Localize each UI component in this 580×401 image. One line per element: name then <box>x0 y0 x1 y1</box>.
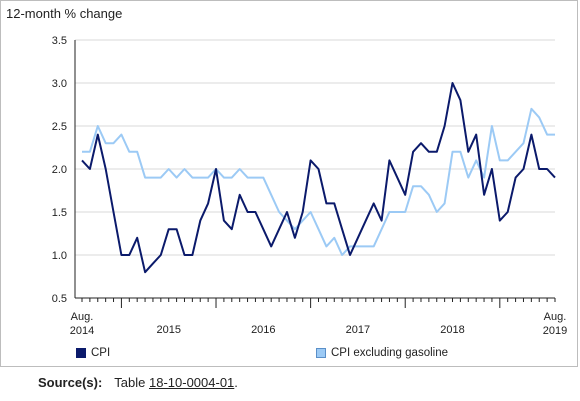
source-note: Source(s): Table 18-10-0004-01. <box>38 375 238 390</box>
source-label: Source(s): <box>38 375 103 390</box>
x-tick-label: 2018 <box>440 324 464 336</box>
legend-item-cpi: CPI <box>76 347 110 359</box>
series-line-cpi <box>81 82 556 274</box>
legend-swatch-cpi-excl-gasoline <box>316 348 326 358</box>
y-tick-label: 2.0 <box>52 164 67 176</box>
source-suffix: . <box>234 375 238 390</box>
x-tick-label: 2015 <box>156 324 180 336</box>
x-tick-label: 2016 <box>251 324 275 336</box>
y-tick-label: 2.5 <box>52 121 67 133</box>
line-chart: 0.5 1.0 1.5 2.0 2.5 3.0 3.5 Aug. 2014 2015 2016 201… <box>52 35 568 337</box>
y-tick-label: 0.5 <box>52 293 67 305</box>
legend-swatch-cpi <box>76 348 86 358</box>
source-table-link[interactable]: 18-10-0004-01 <box>149 375 235 390</box>
legend-label-cpi: CPI <box>91 347 111 359</box>
x-tick-label: Aug. 2019 <box>543 311 567 337</box>
series-line-cpi-excl-gasoline <box>82 107 555 256</box>
y-axis-unit-label: 12-month % change <box>6 6 123 21</box>
legend-item-cpi-excl-gasoline: CPI excluding gasoline <box>316 347 448 359</box>
y-tick-label: 1.5 <box>52 207 67 219</box>
legend-label-cpi-excl-gasoline: CPI excluding gasoline <box>331 347 448 359</box>
y-tick-label: 3.5 <box>52 35 67 47</box>
y-tick-label: 3.0 <box>52 78 67 90</box>
y-tick-label: 1.0 <box>52 250 67 262</box>
chart-frame <box>0 0 578 367</box>
source-prefix: Table <box>114 375 149 390</box>
x-tick-label: 2017 <box>346 324 370 336</box>
x-tick-label: Aug. 2014 <box>70 311 94 337</box>
